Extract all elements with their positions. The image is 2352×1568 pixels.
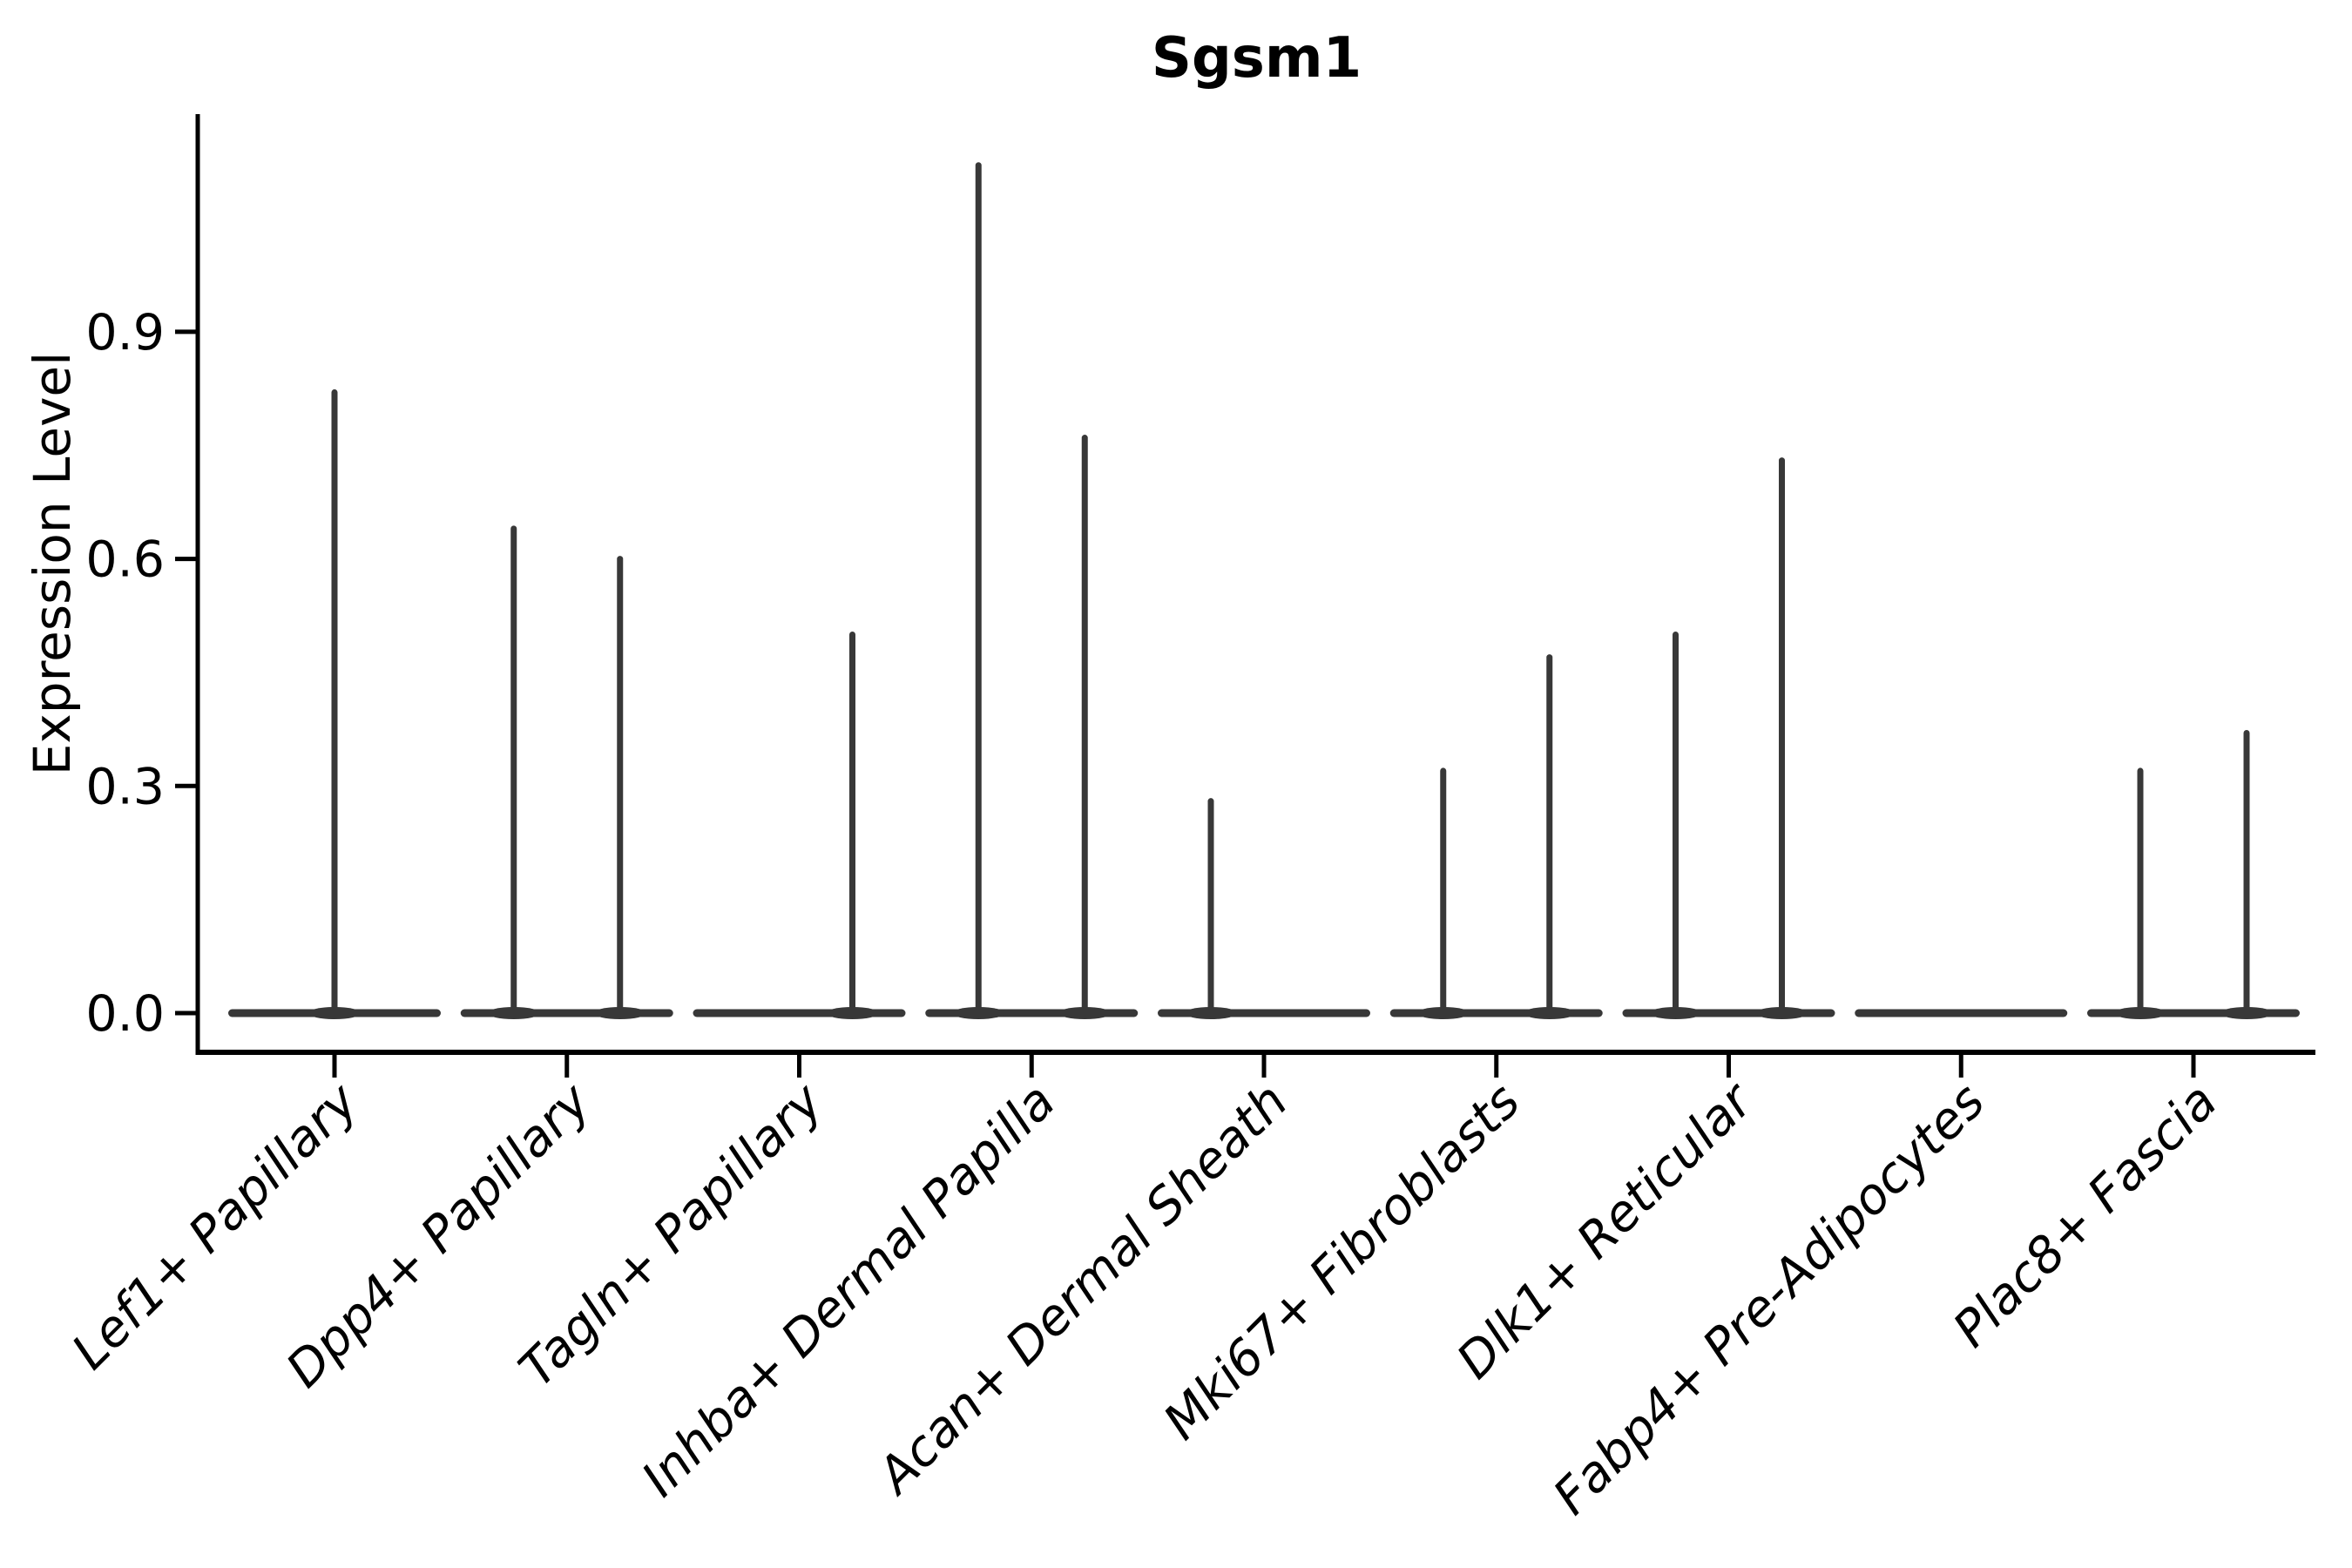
x-tick-label: Acan+ Dermal Sheath — [864, 1072, 1298, 1506]
y-tick-label: 0.9 — [85, 304, 165, 362]
x-tick-label: Fabp4+ Pre-Adipocytes — [1543, 1072, 1996, 1525]
y-tick-label: 0.0 — [85, 985, 165, 1043]
y-tick-label: 0.3 — [85, 758, 165, 815]
y-axis-label: Expression Level — [23, 352, 82, 775]
chart-title: Sgsm1 — [1152, 26, 1362, 91]
y-tick-label: 0.6 — [85, 531, 165, 589]
x-tick-label: Inhba+ Dermal Papilla — [631, 1072, 1066, 1508]
violin-base — [1855, 1009, 2068, 1017]
